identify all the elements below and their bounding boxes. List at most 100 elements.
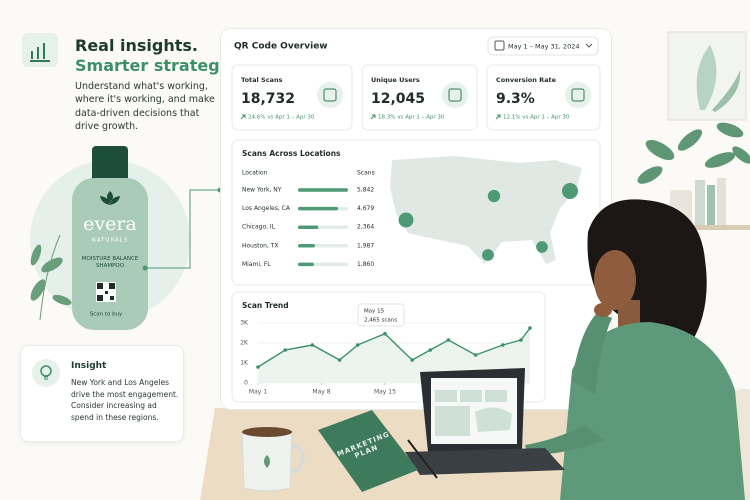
trend-arrow: [495, 114, 501, 120]
location-name: Chicago, IL: [242, 224, 276, 231]
trend-point: [428, 348, 433, 352]
kpi-value: 18,732: [241, 91, 295, 107]
location-name: Miami, FL: [242, 261, 271, 268]
hero-body: Understand what's working, where it's wo…: [75, 81, 215, 132]
locations-title: Scans Across Locations: [242, 149, 341, 158]
raised-arm: [572, 312, 612, 395]
trend-point: [410, 358, 414, 362]
map-dot: [562, 183, 578, 199]
column-header: Location: [242, 170, 268, 177]
neck: [618, 300, 640, 330]
brand-sub: NATURALS: [92, 238, 129, 244]
location-scans: 2,364: [357, 224, 374, 231]
trend-area: [258, 328, 530, 383]
trend-arrow: [240, 114, 246, 120]
shelf-book: [707, 185, 715, 225]
location-scans: 4,679: [357, 205, 374, 212]
trend-point: [446, 338, 451, 342]
tooltip-value: 2,465 scans: [364, 318, 397, 324]
kpi-icon: [442, 82, 468, 108]
trend-point: [528, 326, 532, 330]
kpi-change: 12.1% vs Apr 1 – Apr 30: [503, 115, 570, 121]
trend-point: [337, 358, 342, 362]
kpi-card: [231, 64, 353, 131]
book: [318, 410, 418, 492]
map-dot: [487, 189, 501, 203]
location-bar: [298, 188, 348, 192]
bottle-product-name: MOISTURE BALANCE SHAMPOO: [81, 256, 139, 270]
art-leaf: [696, 45, 717, 110]
location-name: Houston, TX: [242, 242, 279, 249]
y-tick-label: 2K: [240, 340, 249, 347]
pen: [407, 439, 438, 479]
dashboard: QR Code Overview May 1 – May 31, 2024 To…: [220, 28, 612, 410]
kpi-label: Conversion Rate: [496, 76, 557, 84]
dashboard-title: QR Code Overview: [234, 42, 328, 52]
trend-point: [310, 343, 315, 347]
trend-point: [283, 348, 287, 352]
bottle: [72, 178, 148, 330]
tooltip-date: May 15: [364, 309, 385, 315]
kpi-icon: [565, 82, 591, 108]
mug-logo: [264, 455, 270, 468]
x-tick-label: May 8: [312, 389, 330, 396]
brand-name: evera: [83, 213, 137, 235]
location-bar: [298, 262, 314, 267]
kpi-card: [486, 64, 601, 131]
connector-dot: [142, 265, 148, 271]
date-picker[interactable]: [487, 36, 599, 56]
trend-point: [473, 353, 478, 357]
shelf-book: [717, 178, 726, 225]
location-bar: [298, 206, 339, 211]
location-scans: 5,842: [357, 187, 374, 194]
brand-logo: [100, 191, 120, 205]
bottle-cta: Scan to buy: [90, 312, 123, 318]
insight-body: New York and Los Angeles drive the most …: [71, 378, 179, 422]
kpi-label: Unique Users: [371, 76, 420, 84]
laptop-base: [405, 448, 565, 475]
map-dot: [482, 249, 494, 261]
trend-point: [256, 365, 260, 369]
shelf-book: [695, 180, 705, 225]
kpi-icon-glyph: [323, 88, 337, 102]
location-scans: 1,860: [357, 261, 374, 268]
chevron: [585, 43, 593, 48]
bar-icon: [30, 43, 50, 62]
kpi-change: 24.6% vs Apr 1 – Apr 30: [248, 115, 315, 121]
kpi-card: [361, 64, 478, 131]
laptop-mini-dashboard: [435, 390, 512, 436]
location-bar: [298, 244, 316, 248]
y-tick-label: 3K: [240, 320, 249, 327]
leaf-branch: [30, 234, 72, 321]
kpi-label: Total Scans: [241, 76, 283, 84]
kpi-icon-glyph: [571, 88, 585, 102]
coffee: [242, 427, 292, 437]
trend-point: [501, 343, 505, 347]
bottle-cap: [92, 146, 128, 182]
hand: [594, 303, 612, 317]
face: [594, 250, 636, 310]
hero-title: Real insights.: [75, 36, 198, 55]
y-tick-label: 0: [244, 380, 248, 387]
hero-subtitle: Smarter strategy.: [75, 56, 235, 75]
tooltip: [357, 303, 405, 327]
typing-arm: [525, 425, 605, 455]
x-tick-label: May 15: [374, 389, 396, 396]
kpi-value: 12,045: [371, 91, 425, 107]
art-leaf: [712, 70, 741, 112]
kpi-change: 18.3% vs Apr 1 – Apr 30: [378, 115, 445, 121]
x-tick-label: May 1: [249, 389, 267, 396]
hero-icon: [22, 33, 58, 67]
y-tick-label: 1K: [240, 360, 249, 367]
date-range: May 1 – May 31, 2024: [508, 43, 579, 51]
trend-title: Scan Trend: [242, 301, 289, 310]
trend-point: [355, 343, 360, 347]
location-bar: [298, 225, 319, 229]
trend-arrow: [370, 114, 376, 120]
kpi-icon-glyph: [448, 88, 462, 102]
map-dot: [536, 241, 548, 253]
location-name: New York, NY: [242, 187, 282, 194]
location-scans: 1,987: [357, 242, 374, 249]
insight-title: Insight: [71, 361, 107, 371]
